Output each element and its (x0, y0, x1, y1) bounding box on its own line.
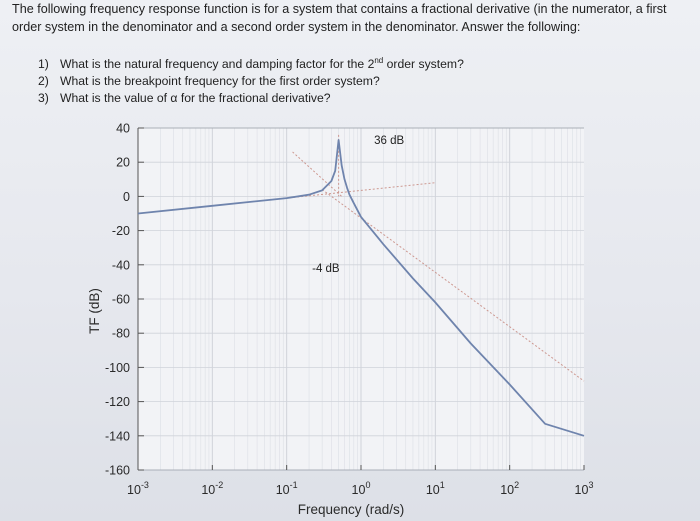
data-point (308, 194, 309, 195)
question-text-tail: order system? (383, 57, 464, 71)
data-point (341, 165, 342, 166)
question-text: What is the breakpoint frequency for the… (60, 74, 380, 88)
question-text: What is the natural frequency and dampin… (60, 57, 375, 71)
data-point (137, 213, 138, 214)
y-tick-label: 40 (116, 122, 130, 136)
data-point (344, 179, 345, 180)
x-axis-label: Frequency (rad/s) (298, 502, 405, 517)
y-tick-label: 0 (123, 190, 130, 204)
data-point (335, 170, 336, 171)
x-tick-label: 102 (500, 480, 519, 497)
question-item: 2) What is the breakpoint frequency for t… (38, 73, 464, 90)
y-axis-label: TF (dB) (87, 288, 102, 334)
y-tick-label: -140 (105, 429, 130, 443)
problem-intro: The following frequency response functio… (12, 2, 667, 34)
y-tick-label: 20 (116, 156, 130, 170)
asymptote-line (292, 151, 343, 197)
question-number: 3) (38, 91, 49, 105)
y-tick-label: -20 (112, 224, 130, 238)
problem-statement: The following frequency response functio… (12, 0, 696, 36)
y-tick-label: -80 (112, 327, 130, 341)
x-tick-label: 10-3 (127, 480, 149, 497)
x-tick-label: 101 (426, 480, 445, 497)
data-point (412, 278, 413, 279)
data-point (338, 139, 339, 140)
x-tick-label: 10-2 (201, 480, 223, 497)
data-point (383, 244, 384, 245)
y-tick-label: -60 (112, 293, 130, 307)
x-tick-label: 100 (352, 480, 371, 497)
chart-annotation: 36 dB (374, 135, 404, 147)
data-point (353, 203, 354, 204)
y-tick-label: -100 (105, 361, 130, 375)
data-point (346, 187, 347, 188)
data-point (360, 216, 361, 217)
data-point (322, 190, 323, 191)
data-point (349, 194, 350, 195)
question-item: 3) What is the value of α for the fractio… (38, 90, 464, 107)
data-point (286, 198, 287, 199)
data-point (331, 180, 332, 181)
x-tick-label: 10-1 (276, 480, 298, 497)
data-point (545, 423, 546, 424)
y-tick-label: -160 (105, 464, 130, 478)
x-tick-label: 103 (575, 480, 594, 497)
data-point (509, 384, 510, 385)
y-tick-label: -120 (105, 395, 130, 409)
frequency-response-line (137, 139, 585, 437)
question-item: 1) What is the natural frequency and damp… (38, 56, 464, 73)
chart-annotation: -4 dB (312, 263, 340, 275)
question-superscript: nd (374, 55, 384, 65)
data-point (212, 205, 213, 206)
question-list: 1) What is the natural frequency and damp… (38, 56, 464, 107)
data-point (583, 435, 584, 436)
data-point (470, 343, 471, 344)
question-number: 2) (38, 74, 49, 88)
question-number: 1) (38, 57, 49, 71)
question-text: What is the value of α for the fractiona… (60, 91, 331, 105)
y-tick-label: -40 (112, 258, 130, 272)
data-point (435, 302, 436, 303)
